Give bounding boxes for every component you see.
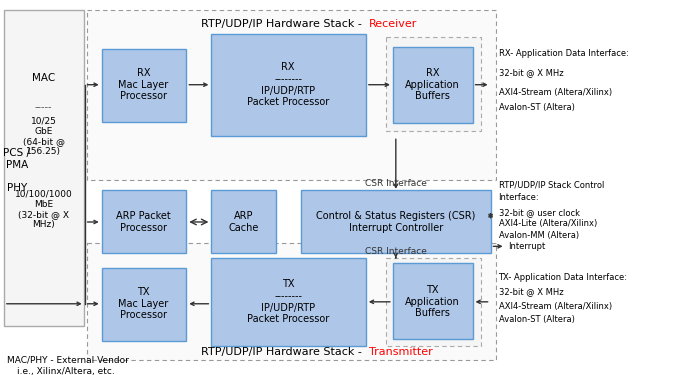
Text: TX- Application Data Interface:: TX- Application Data Interface: <box>498 273 627 282</box>
Text: RTP/UDP/IP Hardware Stack -: RTP/UDP/IP Hardware Stack - <box>202 348 365 357</box>
FancyBboxPatch shape <box>386 37 481 132</box>
Text: RX
--------
IP/UDP/RTP
Packet Processor: RX -------- IP/UDP/RTP Packet Processor <box>247 62 329 107</box>
Text: CSR Interface: CSR Interface <box>365 178 427 188</box>
Text: Interrupt: Interrupt <box>508 242 546 251</box>
Text: MAC: MAC <box>32 73 55 83</box>
FancyBboxPatch shape <box>301 190 491 253</box>
Text: 32-bit @ X MHz: 32-bit @ X MHz <box>498 69 564 78</box>
Text: Receiver: Receiver <box>369 20 417 29</box>
Text: Avalon-MM (Altera): Avalon-MM (Altera) <box>498 231 579 240</box>
Text: Control & Status Registers (CSR)
Interrupt Controller: Control & Status Registers (CSR) Interru… <box>316 211 475 233</box>
Text: 32-bit @ user clock: 32-bit @ user clock <box>498 208 580 217</box>
Text: TX
--------
IP/UDP/RTP
Packet Processor: TX -------- IP/UDP/RTP Packet Processor <box>247 279 329 324</box>
Text: RTP/UDP/IP Stack Control: RTP/UDP/IP Stack Control <box>498 180 604 189</box>
FancyBboxPatch shape <box>211 258 366 346</box>
FancyBboxPatch shape <box>102 190 186 253</box>
FancyBboxPatch shape <box>211 34 366 136</box>
Text: RX- Application Data Interface:: RX- Application Data Interface: <box>498 49 629 58</box>
FancyBboxPatch shape <box>386 258 481 346</box>
Text: ARP Packet
Processor: ARP Packet Processor <box>116 211 171 233</box>
Text: i.e., Xilinx/Altera, etc.: i.e., Xilinx/Altera, etc. <box>17 368 115 375</box>
FancyBboxPatch shape <box>393 47 473 123</box>
Text: TX
Mac Layer
Processor: TX Mac Layer Processor <box>118 287 169 320</box>
Text: AXI4-Stream (Altera/Xilinx): AXI4-Stream (Altera/Xilinx) <box>498 88 612 97</box>
Text: ARP
Cache: ARP Cache <box>228 211 258 233</box>
Text: AXI4-Stream (Altera/Xilinx): AXI4-Stream (Altera/Xilinx) <box>498 302 612 311</box>
FancyBboxPatch shape <box>87 243 496 360</box>
FancyBboxPatch shape <box>211 190 276 253</box>
Text: Avalon-ST (Altera): Avalon-ST (Altera) <box>498 315 575 324</box>
Text: -----: ----- <box>35 102 52 112</box>
Text: AXI4-Lite (Altera/Xilinx): AXI4-Lite (Altera/Xilinx) <box>498 219 597 228</box>
FancyBboxPatch shape <box>102 49 186 122</box>
Text: Interface:: Interface: <box>498 193 539 202</box>
Text: Avalon-ST (Altera): Avalon-ST (Altera) <box>498 103 575 112</box>
Text: RX
Application
Buffers: RX Application Buffers <box>405 68 460 101</box>
Text: 10/100/1000
MbE
(32-bit @ X
MHz): 10/100/1000 MbE (32-bit @ X MHz) <box>15 189 73 230</box>
Text: PCS /
PMA

PHY: PCS / PMA PHY <box>4 148 30 193</box>
Text: CSR Interface: CSR Interface <box>365 247 427 256</box>
Text: 10/25
GbE
(64-bit @
156.25): 10/25 GbE (64-bit @ 156.25) <box>23 116 65 156</box>
Text: Transmitter: Transmitter <box>369 348 433 357</box>
FancyBboxPatch shape <box>4 10 84 326</box>
FancyBboxPatch shape <box>393 263 473 339</box>
FancyBboxPatch shape <box>87 10 496 180</box>
Text: TX
Application
Buffers: TX Application Buffers <box>405 285 460 318</box>
Text: RX
Mac Layer
Processor: RX Mac Layer Processor <box>118 68 169 101</box>
Text: 32-bit @ X MHz: 32-bit @ X MHz <box>498 288 564 297</box>
Text: RTP/UDP/IP Hardware Stack -: RTP/UDP/IP Hardware Stack - <box>202 20 365 29</box>
FancyBboxPatch shape <box>102 268 186 341</box>
Text: MAC/PHY - External Vendor: MAC/PHY - External Vendor <box>7 356 129 365</box>
